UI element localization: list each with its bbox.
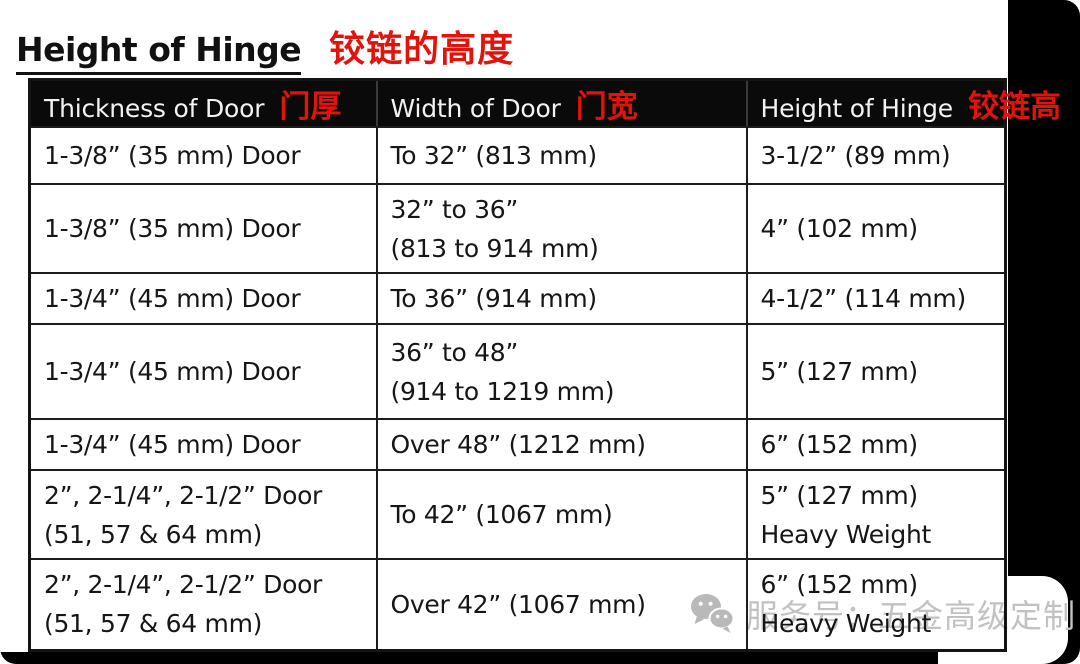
cell-height-of-hinge: 5” (127 mm) (745, 323, 1007, 420)
cell-width-of-door: Over 48” (1212 mm) (375, 418, 748, 471)
table-header-row: Thickness of Door 门厚 Width of Door 门宽 He… (28, 78, 1061, 128)
cell-width-of-door: Over 42” (1067 mm) (375, 558, 748, 651)
table-row: 1-3/8” (35 mm) Door 32” to 36” (813 to 914… (28, 183, 1007, 274)
cell-line: Heavy Weight (760, 609, 932, 639)
cell-line: (51, 57 & 64 mm) (44, 519, 263, 549)
cell-thickness-of-door: 1-3/8” (35 mm) Door (28, 183, 378, 274)
table-row: 1-3/8” (35 mm) Door To 32” (813 mm) 3-1/2”… (28, 126, 1007, 185)
cell-thickness-of-door: 1-3/4” (45 mm) Door (28, 272, 378, 325)
cell-width-of-door: 32” to 36” (813 to 914 mm) (375, 183, 748, 274)
cell-line: (51, 57 & 64 mm) (44, 609, 263, 639)
table-header: Thickness of Door 门厚 Width of Door 门宽 He… (28, 78, 1061, 128)
cell-width-of-door: To 36” (914 mm) (375, 272, 748, 325)
hinge-size-table: Thickness of Door 门厚 Width of Door 门宽 He… (28, 78, 1061, 652)
cell-height-of-hinge: 4” (102 mm) (745, 183, 1007, 274)
cell-line: 5” (127 mm) (760, 480, 919, 510)
cell-line: (914 to 1219 mm) (390, 376, 615, 406)
cell-width-of-door: To 32” (813 mm) (375, 126, 748, 185)
cell-line: 1-3/8” (35 mm) Door (44, 214, 301, 243)
page-title-chinese: 铰链的高度 (329, 28, 515, 70)
cell-thickness-of-door: 1-3/8” (35 mm) Door (28, 126, 378, 185)
cell-thickness-of-door: 2”, 2-1/4”, 2-1/2” Door (51, 57 & 64 mm) (28, 469, 378, 560)
header-thickness-of-door: Thickness of Door 门厚 (28, 78, 378, 128)
cell-line: Heavy Weight (760, 519, 932, 549)
header-label-zh: 铰链高 (968, 89, 1062, 125)
cell-line: Over 42” (1067 mm) (390, 589, 646, 619)
cell-thickness-of-door: 2”, 2-1/4”, 2-1/2” Door (51, 57 & 64 mm) (28, 558, 378, 651)
header-label-en: Width of Door (390, 94, 561, 123)
cell-line: (813 to 914 mm) (390, 233, 599, 263)
cell-line: 1-3/4” (45 mm) Door (44, 284, 301, 313)
cell-line: 1-3/4” (45 mm) Door (44, 430, 301, 459)
header-label-zh: 门厚 (279, 89, 342, 125)
cell-height-of-hinge: 6” (152 mm) (745, 418, 1007, 471)
cell-line: 6” (152 mm) (760, 570, 919, 600)
cell-line: 1-3/8” (35 mm) Door (44, 141, 301, 170)
cell-thickness-of-door: 1-3/4” (45 mm) Door (28, 418, 378, 471)
cell-height-of-hinge: 3-1/2” (89 mm) (745, 126, 1007, 185)
cell-line: Over 48” (1212 mm) (390, 430, 646, 459)
table-body: 1-3/8” (35 mm) Door To 32” (813 mm) 3-1/2”… (28, 126, 1007, 651)
cell-line: 4” (102 mm) (760, 214, 919, 243)
cell-line: 3-1/2” (89 mm) (760, 141, 951, 170)
header-label-zh: 门宽 (575, 89, 638, 125)
cell-line: 2”, 2-1/4”, 2-1/2” Door (44, 480, 323, 510)
cell-line: To 32” (813 mm) (390, 141, 598, 170)
table-row: 2”, 2-1/4”, 2-1/2” Door (51, 57 & 64 mm) O… (28, 558, 1007, 651)
cell-line: 5” (127 mm) (760, 357, 919, 386)
cell-line: 6” (152 mm) (760, 430, 919, 459)
cell-line: 32” to 36” (390, 194, 519, 224)
cell-line: To 36” (914 mm) (390, 284, 598, 313)
cell-line: 4-1/2” (114 mm) (760, 284, 967, 313)
header-label-en: Height of Hinge (760, 94, 954, 123)
cell-line: 2”, 2-1/4”, 2-1/2” Door (44, 570, 323, 600)
page-title-english: Height of Hinge (16, 30, 302, 75)
cell-height-of-hinge: 6” (152 mm) Heavy Weight (745, 558, 1007, 651)
header-width-of-door: Width of Door 门宽 (375, 78, 748, 128)
cell-height-of-hinge: 5” (127 mm) Heavy Weight (745, 469, 1007, 560)
page-title: Height of Hinge 铰链的高度 (16, 20, 514, 75)
table-row: 1-3/4” (45 mm) Door 36” to 48” (914 to 121… (28, 323, 1007, 420)
cell-line: 1-3/4” (45 mm) Door (44, 357, 301, 386)
table-row: 2”, 2-1/4”, 2-1/2” Door (51, 57 & 64 mm) T… (28, 469, 1007, 560)
cell-line: 36” to 48” (390, 337, 519, 367)
cell-height-of-hinge: 4-1/2” (114 mm) (745, 272, 1007, 325)
cell-width-of-door: 36” to 48” (914 to 1219 mm) (375, 323, 748, 420)
cell-thickness-of-door: 1-3/4” (45 mm) Door (28, 323, 378, 420)
header-label-en: Thickness of Door (44, 94, 265, 123)
header-height-of-hinge: Height of Hinge 铰链高 (745, 78, 1061, 128)
table-row: 1-3/4” (45 mm) Door Over 48” (1212 mm) 6” … (28, 418, 1007, 471)
cell-width-of-door: To 42” (1067 mm) (375, 469, 748, 560)
cell-line: To 42” (1067 mm) (390, 500, 613, 529)
table-row: 1-3/4” (45 mm) Door To 36” (914 mm) 4-1/2”… (28, 272, 1007, 325)
